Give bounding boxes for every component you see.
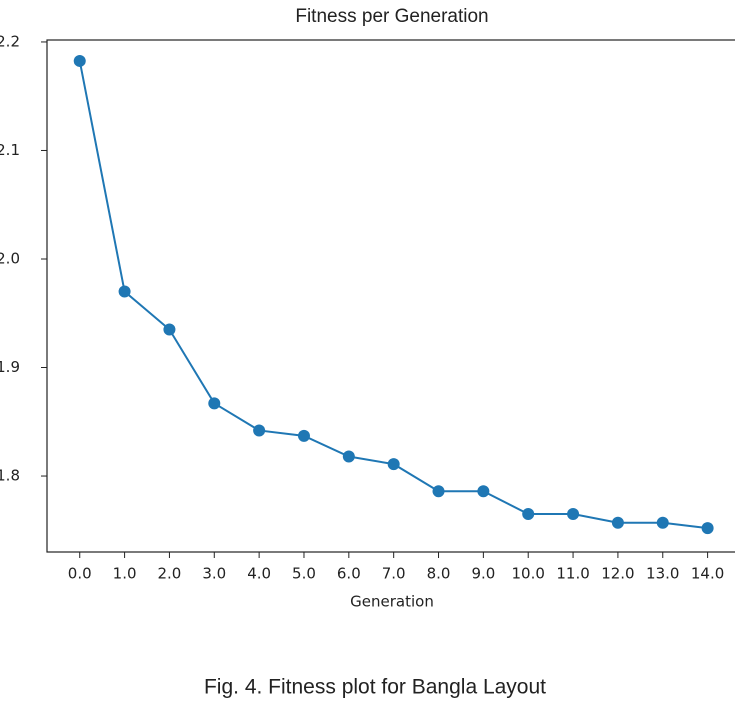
series-line: [78, 60, 708, 530]
data-point: [387, 458, 400, 471]
x-tick-label: 13.0: [646, 565, 679, 583]
y-tick-label: 2.1: [0, 141, 20, 159]
y-tick-label: 2.2: [0, 32, 20, 50]
x-tick-label: 1.0: [113, 565, 137, 583]
x-tick-label: 2.0: [158, 565, 182, 583]
y-tick-label: 1.8: [0, 467, 20, 485]
data-point: [656, 516, 669, 529]
x-tick-label: 5.0: [292, 565, 316, 583]
x-tick-label: 11.0: [556, 565, 589, 583]
data-point: [567, 508, 580, 521]
x-tick-label: 4.0: [247, 565, 271, 583]
x-tick-label: 8.0: [427, 565, 451, 583]
x-axis-label: Generation: [350, 593, 434, 611]
x-tick-label: 3.0: [202, 565, 226, 583]
data-point: [522, 508, 535, 521]
x-tick-label: 14.0: [691, 565, 724, 583]
plot-frame: [46, 39, 735, 553]
data-point: [432, 485, 445, 498]
chart-title: Fitness per Generation: [295, 6, 488, 27]
x-tick-label: 9.0: [471, 565, 495, 583]
x-tick-label: 0.0: [68, 565, 92, 583]
data-point: [477, 485, 490, 498]
data-point: [701, 522, 714, 535]
data-point: [342, 450, 355, 463]
y-tick-label: 2.0: [0, 249, 20, 267]
data-point: [118, 285, 131, 298]
x-tick-label: 7.0: [382, 565, 406, 583]
data-point: [163, 323, 176, 336]
x-tick-label: 12.0: [601, 565, 634, 583]
data-point: [208, 397, 221, 410]
y-tick-label: 1.9: [0, 358, 20, 376]
data-point: [611, 516, 624, 529]
caption: Fig. 4. Fitness plot for Bangla Layout: [204, 676, 546, 699]
x-tick-label: 6.0: [337, 565, 361, 583]
x-tick-label: 10.0: [512, 565, 545, 583]
data-point: [73, 54, 86, 67]
data-point: [297, 429, 310, 442]
data-point: [253, 424, 266, 437]
